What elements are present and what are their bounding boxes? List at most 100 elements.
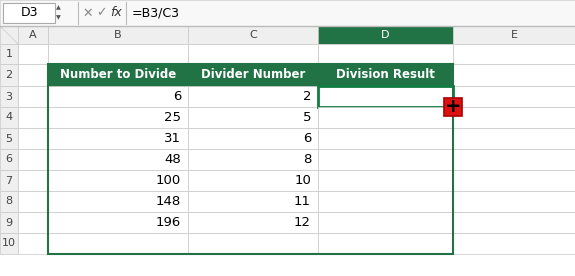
Bar bbox=[48, 149, 188, 170]
Bar bbox=[318, 44, 453, 64]
Text: +: + bbox=[444, 97, 461, 116]
Text: 7: 7 bbox=[5, 176, 13, 185]
Bar bbox=[453, 86, 575, 107]
Bar bbox=[318, 64, 453, 86]
Text: 6: 6 bbox=[302, 132, 311, 145]
Bar bbox=[453, 107, 575, 128]
Bar bbox=[0, 212, 18, 233]
Bar bbox=[18, 233, 48, 254]
Text: 48: 48 bbox=[164, 153, 181, 166]
Bar bbox=[188, 149, 318, 170]
Text: Number to Divide: Number to Divide bbox=[60, 68, 176, 81]
Bar bbox=[453, 149, 575, 170]
Bar bbox=[188, 26, 318, 44]
Text: 5: 5 bbox=[6, 134, 13, 144]
Text: 9: 9 bbox=[5, 217, 13, 227]
Bar bbox=[48, 128, 188, 149]
Text: 10: 10 bbox=[2, 238, 16, 248]
Text: 8: 8 bbox=[302, 153, 311, 166]
Bar bbox=[3, 3, 55, 23]
Text: 196: 196 bbox=[156, 216, 181, 229]
Text: B: B bbox=[114, 30, 122, 40]
Bar bbox=[0, 0, 575, 26]
Text: =B3/C3: =B3/C3 bbox=[132, 7, 180, 20]
Bar bbox=[18, 44, 48, 64]
Text: C: C bbox=[249, 30, 257, 40]
Bar bbox=[453, 191, 575, 212]
Bar bbox=[318, 191, 453, 212]
Bar bbox=[18, 191, 48, 212]
Bar bbox=[188, 191, 318, 212]
Bar bbox=[453, 233, 575, 254]
Bar bbox=[318, 107, 453, 128]
Bar bbox=[18, 64, 48, 86]
Text: 25: 25 bbox=[164, 111, 181, 124]
Bar bbox=[48, 170, 188, 191]
Bar bbox=[188, 64, 318, 86]
Bar bbox=[188, 107, 318, 128]
Bar bbox=[318, 86, 453, 107]
Bar bbox=[0, 107, 18, 128]
Bar bbox=[318, 233, 453, 254]
Bar bbox=[318, 128, 453, 149]
Text: 4: 4 bbox=[5, 113, 13, 123]
Bar bbox=[48, 64, 188, 86]
Bar bbox=[18, 128, 48, 149]
Text: 11: 11 bbox=[294, 195, 311, 208]
Bar bbox=[0, 170, 18, 191]
Bar bbox=[188, 128, 318, 149]
Text: 6: 6 bbox=[6, 155, 13, 164]
Bar bbox=[453, 44, 575, 64]
Text: 2: 2 bbox=[5, 70, 13, 80]
Text: E: E bbox=[511, 30, 518, 40]
Bar bbox=[0, 86, 18, 107]
Text: 8: 8 bbox=[5, 197, 13, 206]
Text: 5: 5 bbox=[302, 111, 311, 124]
Bar bbox=[48, 86, 188, 107]
Bar bbox=[0, 149, 18, 170]
Text: ✕: ✕ bbox=[83, 7, 93, 20]
Text: Division Result: Division Result bbox=[336, 68, 435, 81]
Bar bbox=[318, 26, 453, 44]
Bar bbox=[453, 64, 575, 86]
Text: 31: 31 bbox=[164, 132, 181, 145]
Bar bbox=[48, 212, 188, 233]
Bar bbox=[48, 44, 188, 64]
Bar bbox=[48, 64, 453, 254]
Text: D3: D3 bbox=[20, 7, 38, 20]
Bar bbox=[18, 212, 48, 233]
Text: 148: 148 bbox=[156, 195, 181, 208]
Bar bbox=[188, 86, 318, 107]
Bar bbox=[318, 212, 453, 233]
Text: fx: fx bbox=[110, 7, 122, 20]
Text: 3: 3 bbox=[6, 92, 13, 102]
Bar bbox=[453, 128, 575, 149]
Bar bbox=[0, 64, 18, 86]
Bar bbox=[453, 170, 575, 191]
Bar bbox=[18, 86, 48, 107]
Bar bbox=[18, 170, 48, 191]
Bar bbox=[18, 149, 48, 170]
Bar bbox=[318, 170, 453, 191]
Bar bbox=[0, 44, 18, 64]
Bar bbox=[0, 128, 18, 149]
Bar bbox=[188, 44, 318, 64]
Bar bbox=[453, 26, 575, 44]
Text: ▼: ▼ bbox=[56, 15, 60, 20]
Bar bbox=[0, 26, 18, 44]
Text: A: A bbox=[29, 30, 37, 40]
Bar bbox=[18, 26, 48, 44]
Text: 1: 1 bbox=[6, 49, 13, 59]
Text: 100: 100 bbox=[156, 174, 181, 187]
Bar bbox=[188, 212, 318, 233]
Bar bbox=[318, 149, 453, 170]
Bar bbox=[18, 107, 48, 128]
Text: Divider Number: Divider Number bbox=[201, 68, 305, 81]
Text: 12: 12 bbox=[294, 216, 311, 229]
Bar bbox=[48, 26, 188, 44]
Text: 10: 10 bbox=[294, 174, 311, 187]
Bar bbox=[0, 233, 18, 254]
Text: 6: 6 bbox=[172, 90, 181, 103]
Text: 2: 2 bbox=[302, 90, 311, 103]
Bar bbox=[188, 170, 318, 191]
